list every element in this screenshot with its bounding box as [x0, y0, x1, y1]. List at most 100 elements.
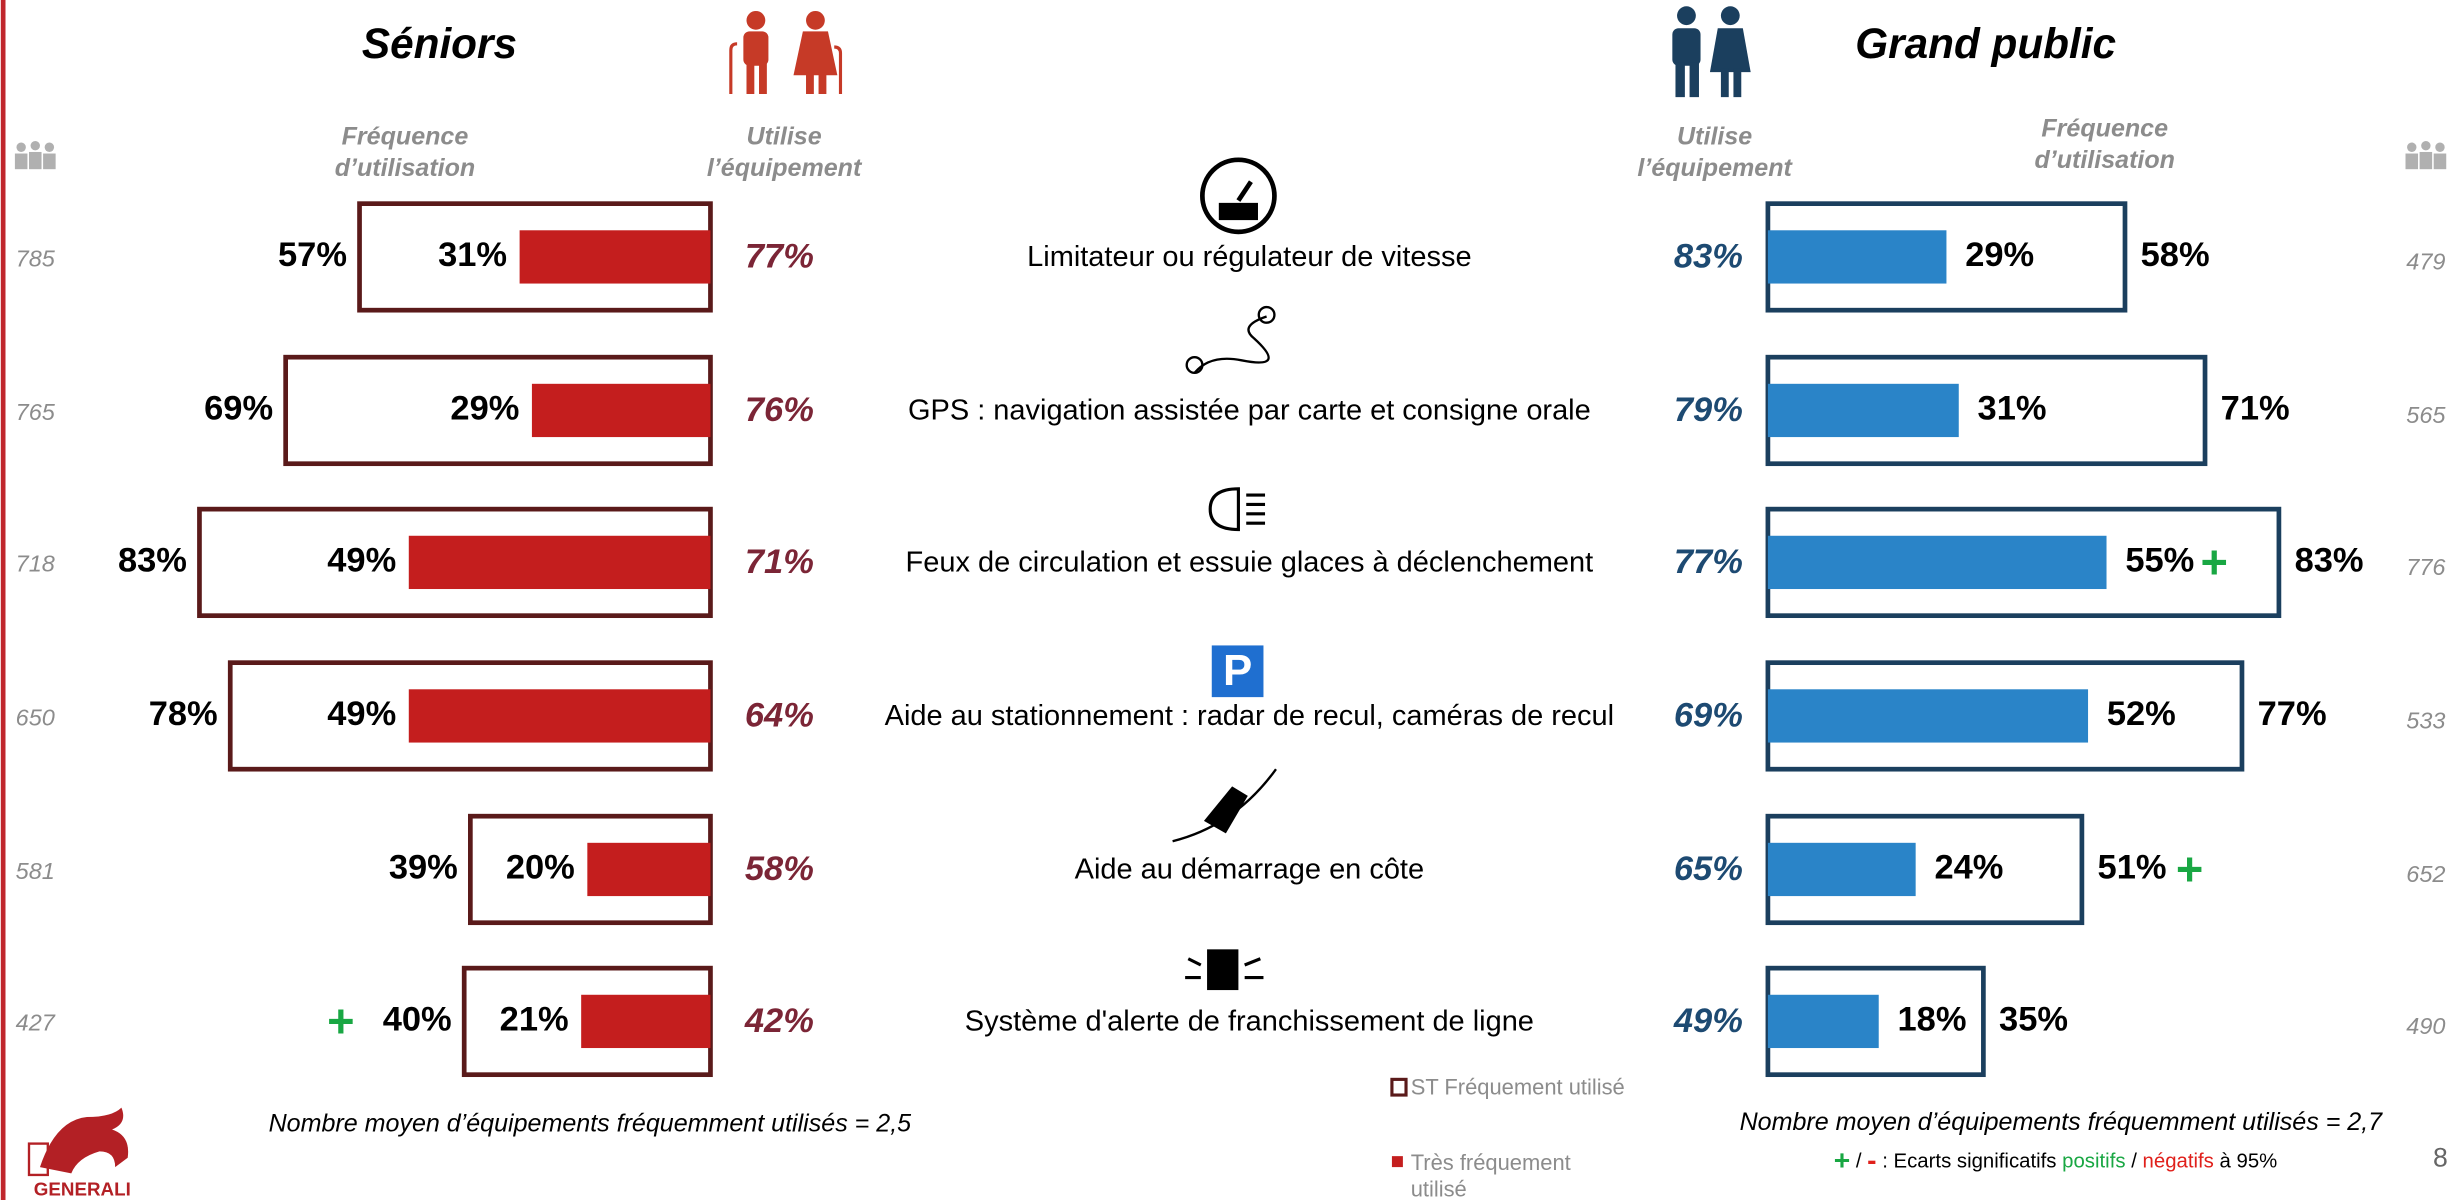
tres-bar: [1767, 994, 1879, 1049]
sep: /: [2131, 1151, 2137, 1173]
tres-label: 29%: [1965, 236, 2034, 274]
speed-icon: [1200, 157, 1277, 235]
col-header: d’utilisation: [335, 154, 476, 182]
public-icon: [1672, 6, 1751, 98]
tres-label: 29%: [450, 390, 519, 428]
col-header: l’équipement: [707, 154, 863, 182]
col-header: Fréquence: [2041, 115, 2168, 143]
item-label: Système d'alerte de franchissement de li…: [965, 1006, 1534, 1038]
base: 581: [16, 858, 55, 884]
use-label: 79%: [1674, 391, 1743, 429]
tres-label: 24%: [1934, 849, 2003, 887]
legend-label: utilisé: [1411, 1176, 1467, 1200]
logo: GENERALI: [27, 1107, 131, 1200]
minus: -: [1867, 1144, 1876, 1176]
sig-note: + / - : Ecarts significatifs positifs / …: [1834, 1144, 2278, 1176]
col-header: Fréquence: [342, 122, 469, 150]
st-label: 83%: [118, 542, 187, 580]
use-label: 83%: [1674, 238, 1743, 276]
st-label: 58%: [2141, 236, 2210, 274]
tres-label: 21%: [500, 1001, 569, 1039]
legend-label: Très fréquement: [1411, 1150, 1571, 1175]
legend-swatch: [1391, 1156, 1403, 1168]
item-label: Limitateur ou régulateur de vitesse: [1027, 241, 1471, 273]
tres-bar: [1767, 230, 1947, 284]
use-label: 76%: [745, 391, 814, 429]
tres-bar: [1767, 689, 2089, 743]
base: 490: [2406, 1013, 2445, 1039]
tres-bar: [581, 994, 711, 1049]
legend-label: ST Fréquement utilisé: [1411, 1075, 1625, 1100]
footnote: Nombre moyen d’équipements fréquemment u…: [269, 1109, 912, 1137]
sig-mark: +: [2201, 535, 2228, 588]
tres-bar: [1767, 535, 2107, 590]
col-header: Utilise: [747, 122, 822, 150]
base: 650: [16, 704, 55, 730]
tres-label: 49%: [327, 542, 396, 580]
sep: /: [1856, 1151, 1862, 1173]
tres-label: 49%: [327, 695, 396, 733]
tres-label: 20%: [506, 849, 575, 887]
base: 479: [2406, 248, 2445, 274]
tres-bar: [1767, 383, 1959, 438]
item-label: Aide au démarrage en côte: [1075, 854, 1424, 886]
lane-icon: [1185, 949, 1264, 991]
note-pos: positifs: [2062, 1151, 2125, 1173]
hill-icon: [1172, 768, 1277, 843]
use-label: 49%: [1673, 1002, 1743, 1040]
tres-label: 31%: [1978, 390, 2047, 428]
col-header: d’utilisation: [2034, 146, 2175, 174]
right-title: Grand public: [1855, 20, 2116, 67]
tres-label: 55%: [2125, 542, 2194, 580]
item-label: Feux de circulation et essuie glaces à d…: [906, 547, 1594, 579]
logo-text: GENERALI: [34, 1179, 131, 1200]
base: 533: [2406, 707, 2445, 733]
use-label: 69%: [1674, 697, 1743, 735]
st-label: 51%: [2098, 849, 2167, 887]
use-label: 77%: [1674, 543, 1743, 581]
base-icon-left: [14, 140, 56, 170]
st-label: 77%: [2258, 695, 2327, 733]
legend-swatch: [1390, 1077, 1408, 1097]
tres-label: 52%: [2107, 695, 2176, 733]
page-number: 8: [2433, 1142, 2448, 1172]
base: 565: [2406, 402, 2446, 428]
plus: +: [1834, 1144, 1850, 1176]
note-text: : Ecarts significatifs: [1882, 1151, 2056, 1173]
tres-label: 18%: [1898, 1001, 1967, 1039]
st-label: 71%: [2221, 390, 2290, 428]
base: 652: [2406, 861, 2445, 887]
tres-bar: [519, 230, 711, 284]
seniors-icon: [729, 10, 843, 94]
use-label: 64%: [745, 697, 814, 735]
base: 785: [16, 245, 56, 271]
light-icon: [1208, 487, 1266, 532]
base: 765: [16, 399, 56, 425]
base: 718: [16, 551, 55, 577]
note-neg: négatifs: [2143, 1151, 2214, 1173]
col-header: Utilise: [1677, 122, 1752, 150]
st-label: 57%: [278, 236, 347, 274]
use-label: 58%: [745, 850, 814, 888]
left-title: Séniors: [362, 20, 517, 67]
item-label: Aide au stationnement : radar de recul, …: [885, 700, 1614, 732]
use-label: 65%: [1674, 850, 1743, 888]
st-label: 35%: [1999, 1001, 2068, 1039]
base-icon-right: [2405, 140, 2447, 170]
item-label: GPS : navigation assistée par carte et c…: [908, 395, 1591, 427]
note-end: à 95%: [2220, 1151, 2278, 1173]
use-label: 42%: [744, 1002, 814, 1040]
tres-bar: [408, 535, 711, 590]
st-label: 40%: [383, 1001, 452, 1039]
base: 776: [2406, 554, 2446, 580]
sig-mark: +: [327, 994, 354, 1047]
use-label: 77%: [745, 238, 814, 276]
st-label: 39%: [389, 849, 458, 887]
sig-mark: +: [2176, 842, 2203, 895]
left-rule: [0, 0, 6, 1200]
gps-icon: [1185, 305, 1276, 375]
tres-bar: [408, 689, 711, 743]
st-label: 83%: [2295, 542, 2364, 580]
